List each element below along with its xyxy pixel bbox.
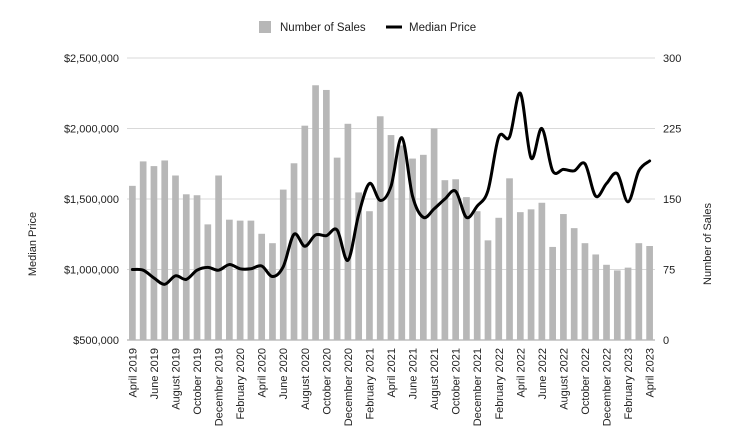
sales-bar bbox=[635, 243, 643, 340]
sales-bar bbox=[161, 160, 169, 340]
sales-bar bbox=[613, 270, 621, 340]
median-price-line-group bbox=[130, 91, 652, 286]
sales-bar bbox=[182, 194, 190, 340]
x-axis-tick-label: August 2020 bbox=[300, 348, 312, 410]
left-axis-tick-label: $2,500,000 bbox=[64, 53, 119, 65]
x-axis-tick-label: April 2021 bbox=[386, 348, 398, 398]
x-axis-tick-label: April 2019 bbox=[127, 348, 139, 398]
x-axis-tick-label: August 2021 bbox=[429, 348, 441, 410]
x-axis-tick-label: December 2021 bbox=[472, 348, 484, 426]
sales-bar bbox=[150, 166, 158, 340]
right-axis-tick-label: 150 bbox=[663, 194, 681, 206]
sales-bar bbox=[473, 211, 481, 340]
sales-bar bbox=[204, 224, 212, 340]
chart-legend: Number of Sales Median Price bbox=[259, 21, 476, 34]
sales-bar bbox=[603, 264, 610, 340]
sales-bar bbox=[215, 175, 222, 340]
x-axis-tick-label: December 2020 bbox=[343, 348, 355, 426]
x-axis-tick-label: August 2019 bbox=[170, 348, 182, 410]
x-axis-tick-label: October 2021 bbox=[451, 348, 463, 415]
left-axis-tick-label: $500,000 bbox=[73, 335, 119, 347]
left-axis-ticks: $500,000 $1,000,000 $1,500,000 $2,000,000 $2… bbox=[64, 53, 119, 347]
legend-label-number-of-sales: Number of Sales bbox=[280, 22, 366, 34]
right-axis-title: Number of Sales bbox=[702, 203, 714, 285]
sales-bar bbox=[527, 209, 535, 340]
sales-bar bbox=[624, 267, 632, 340]
sales-bar bbox=[247, 220, 255, 340]
sales-bar bbox=[452, 179, 459, 340]
x-axis-tick-label: April 2022 bbox=[515, 348, 527, 398]
sales-bar bbox=[441, 180, 449, 340]
sales-bar bbox=[333, 157, 341, 340]
right-axis-tick-label: 75 bbox=[663, 265, 675, 277]
median-price-line bbox=[130, 91, 652, 286]
sales-bar bbox=[139, 161, 147, 340]
x-axis-tick-label: February 2023 bbox=[623, 348, 635, 420]
legend-swatch-number-of-sales bbox=[259, 21, 271, 33]
x-axis-tick-label: April 2023 bbox=[645, 348, 657, 398]
sales-bar bbox=[355, 192, 363, 340]
sales-bar bbox=[366, 211, 373, 340]
sales-bar bbox=[506, 178, 513, 340]
right-axis-tick-label: 0 bbox=[663, 335, 669, 347]
x-axis-tick-label: December 2019 bbox=[214, 348, 226, 426]
sales-bar bbox=[290, 163, 298, 340]
sales-bar bbox=[646, 246, 653, 340]
sales-bar bbox=[129, 185, 136, 340]
sales-bar bbox=[398, 145, 406, 340]
sales-bar bbox=[538, 202, 546, 340]
x-axis-tick-label: June 2022 bbox=[537, 348, 549, 399]
sales-bar bbox=[226, 219, 233, 340]
x-axis-tick-label: October 2022 bbox=[580, 348, 592, 415]
sales-bar bbox=[258, 233, 266, 340]
x-axis-tick-label: February 2020 bbox=[235, 348, 247, 420]
sales-bar bbox=[581, 243, 589, 340]
sales-bar bbox=[516, 212, 524, 340]
x-axis-tick-label: April 2020 bbox=[257, 348, 269, 398]
sales-bar bbox=[419, 154, 427, 340]
x-axis-tick-label: June 2021 bbox=[408, 348, 420, 399]
sales-bar bbox=[193, 195, 201, 340]
sales-bar bbox=[236, 220, 244, 340]
legend-label-median-price: Median Price bbox=[409, 22, 476, 34]
sales-bar bbox=[495, 217, 503, 340]
x-axis-tick-label: August 2022 bbox=[558, 348, 570, 410]
left-axis-title: Median Price bbox=[27, 212, 39, 276]
left-axis-tick-label: $1,500,000 bbox=[64, 194, 119, 206]
axis-titles: Median Price Number of Sales bbox=[27, 203, 714, 285]
sales-bars bbox=[129, 85, 653, 341]
right-axis-tick-label: 225 bbox=[663, 124, 681, 136]
sales-bar bbox=[409, 158, 416, 340]
sales-bar bbox=[560, 214, 567, 340]
sales-bar bbox=[463, 197, 470, 340]
sales-bar bbox=[269, 243, 276, 340]
x-axis-tick-label: June 2020 bbox=[278, 348, 290, 399]
sales-bar bbox=[301, 125, 309, 341]
x-axis-ticks: April 2019 June 2019 August 2019 October 20… bbox=[127, 348, 656, 426]
x-axis-tick-label: February 2022 bbox=[494, 348, 506, 420]
x-axis-tick-label: February 2021 bbox=[364, 348, 376, 420]
x-axis-tick-label: June 2019 bbox=[149, 348, 161, 399]
sales-bar bbox=[323, 89, 330, 341]
sales-bar bbox=[344, 123, 352, 340]
x-axis-tick-label: October 2019 bbox=[192, 348, 204, 415]
sales-bar bbox=[430, 128, 438, 340]
x-axis-tick-label: December 2022 bbox=[602, 348, 614, 426]
sales-bar bbox=[172, 175, 179, 340]
sales-bar bbox=[484, 240, 492, 340]
sales-bar bbox=[376, 116, 384, 340]
right-axis-tick-label: 300 bbox=[663, 53, 681, 65]
right-axis-ticks: 0 75 150 225 300 bbox=[663, 53, 681, 347]
sales-bar bbox=[312, 85, 319, 340]
sales-bar bbox=[592, 254, 600, 340]
left-axis-tick-label: $1,000,000 bbox=[64, 265, 119, 277]
sales-bar bbox=[570, 228, 578, 340]
sales-bar bbox=[549, 246, 556, 340]
left-axis-tick-label: $2,000,000 bbox=[64, 124, 119, 136]
x-axis-tick-label: October 2020 bbox=[321, 348, 333, 415]
sales-bar bbox=[387, 135, 395, 340]
